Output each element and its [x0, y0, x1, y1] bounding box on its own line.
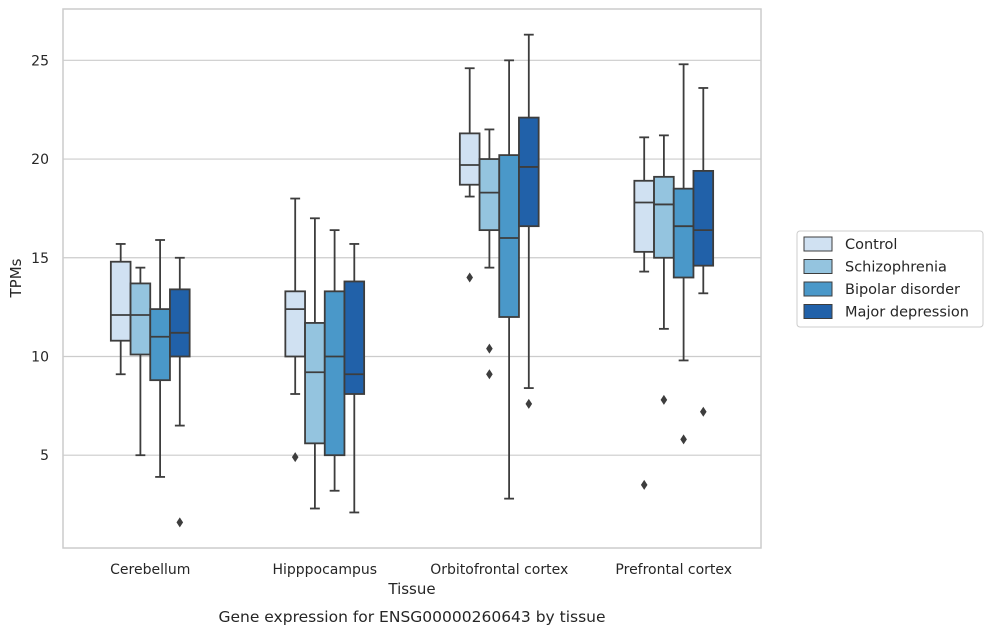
y-tick-label: 10 [31, 349, 49, 365]
legend-swatch [803, 236, 833, 252]
legend-swatch [803, 259, 833, 274]
outlier-point [176, 517, 184, 528]
plot-area [62, 8, 762, 549]
box-body [692, 169, 715, 267]
box-body [498, 154, 520, 318]
outlier-point [291, 452, 299, 463]
outlier-point [486, 369, 493, 380]
legend-swatch [803, 281, 833, 297]
chart-caption: Gene expression for ENSG00000260643 by t… [218, 608, 605, 626]
legend-swatch [803, 304, 833, 319]
x-tick-label: Orbitofrontal cortex [430, 562, 568, 578]
y-axis-title: TPMs [7, 258, 25, 298]
legend-label: Bipolar disorder [845, 282, 960, 298]
series-major-depression [169, 33, 715, 528]
box-body [169, 288, 191, 358]
x-tick-labels: Cerebellum Hipppocampus Orbitofrontal cort… [110, 562, 732, 578]
box [478, 128, 501, 380]
x-tick-label: Hipppocampus [272, 562, 377, 578]
box-body [478, 158, 501, 232]
y-tick-labels: 5 10 15 20 25 [31, 53, 49, 464]
box [343, 243, 366, 514]
legend-label: Major depression [845, 305, 969, 321]
outlier-point [466, 272, 473, 283]
outlier-point [525, 398, 533, 409]
outlier-point [640, 479, 648, 490]
box [458, 67, 481, 283]
series-bipolar-disorder [149, 59, 695, 500]
box-body [343, 280, 366, 395]
box-body [323, 290, 346, 457]
y-tick-label: 15 [31, 251, 49, 267]
legend-label: Control [845, 237, 897, 253]
box [653, 134, 675, 405]
box [498, 59, 520, 500]
legend-frame [796, 230, 984, 328]
box-body [129, 282, 152, 356]
box-body [518, 116, 540, 228]
box-body [672, 187, 695, 279]
box [169, 256, 191, 528]
box-body [149, 308, 171, 382]
box-body [284, 290, 306, 358]
legend: Control Schizophrenia Bipolar disorder Majo… [796, 230, 984, 328]
box-body [653, 175, 675, 259]
x-tick-label: Prefrontal cortex [615, 562, 732, 578]
legend-label: Schizophrenia [845, 260, 947, 276]
box-series [109, 33, 715, 528]
box-body [458, 132, 481, 186]
outlier-point [700, 406, 707, 417]
box [284, 197, 306, 463]
box [149, 239, 171, 478]
box [692, 87, 715, 417]
box-body [109, 260, 132, 342]
outlier-point [660, 394, 668, 405]
y-tick-label: 20 [31, 152, 49, 168]
x-tick-label: Cerebellum [110, 562, 190, 578]
outlier-point [486, 343, 493, 354]
box-body [633, 179, 655, 253]
box [304, 217, 326, 510]
outlier-point [680, 434, 687, 445]
x-axis-title: Tissue [387, 580, 435, 598]
y-tick-label: 25 [31, 53, 49, 69]
y-tick-label: 5 [40, 448, 49, 464]
box [518, 33, 540, 409]
box-body [304, 322, 326, 445]
